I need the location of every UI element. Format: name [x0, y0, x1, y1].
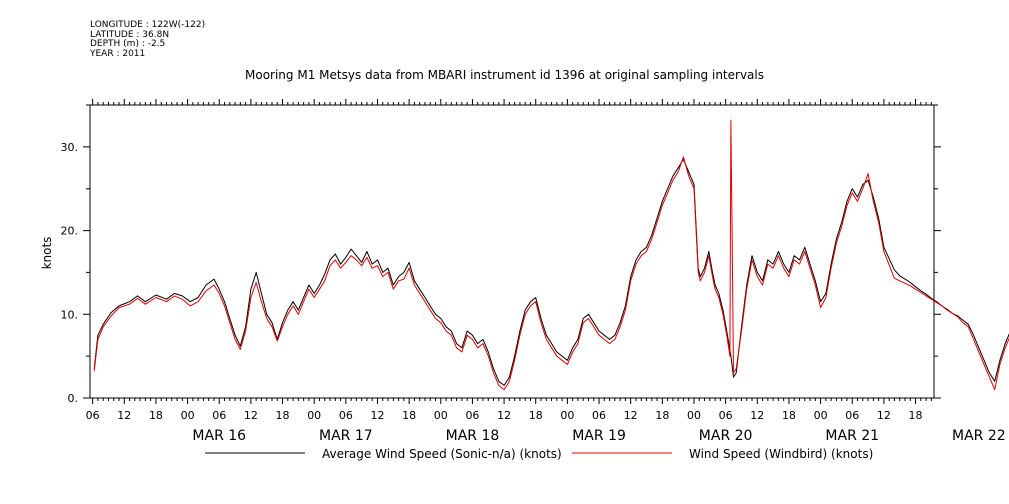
- hour-tick-label: 12: [370, 409, 384, 422]
- longitude-label: LONGITUDE : 122W(-122): [90, 20, 206, 30]
- y-tick-label: 0.: [68, 392, 79, 405]
- day-tick-label: MAR 21: [825, 428, 879, 444]
- hour-tick-labels: 06 12 18 00 06 12 18 00 06 12 18 00 06 12 18 00 06 12 18 00…: [86, 409, 923, 422]
- hour-tick-label: 06: [86, 409, 100, 422]
- metadata-block: LONGITUDE : 122W(-122) LATITUDE : 36.8N …: [90, 20, 206, 59]
- series-line-1: [93, 158, 1009, 386]
- hour-tick-label: 18: [402, 409, 416, 422]
- y-tick-label: 10.: [61, 308, 79, 321]
- axis-ticks: [83, 99, 941, 404]
- hour-tick-label: 00: [307, 409, 321, 422]
- hour-tick-label: 06: [719, 409, 733, 422]
- hour-tick-label: 00: [814, 409, 828, 422]
- tick-marks: [83, 99, 941, 404]
- day-tick-label: MAR 16: [192, 428, 246, 444]
- day-tick-label: MAR 18: [446, 428, 500, 444]
- day-tick-label: MAR 20: [699, 428, 753, 444]
- hour-tick-label: 06: [212, 409, 226, 422]
- hour-tick-label: 06: [592, 409, 606, 422]
- hour-tick-label: 06: [845, 409, 859, 422]
- day-tick-label: MAR 19: [572, 428, 626, 444]
- hour-tick-label: 18: [529, 409, 543, 422]
- latitude-label: LATITUDE : 36.8N: [90, 29, 170, 40]
- hour-tick-label: 00: [560, 409, 574, 422]
- hour-tick-label: 18: [149, 409, 163, 422]
- day-tick-labels: MAR 16 MAR 17 MAR 18 MAR 19 MAR 20 MAR 21 MAR …: [192, 428, 1005, 444]
- legend: Average Wind Speed (Sonic-n/a) (knots) Wi…: [205, 447, 873, 461]
- y-tick-label: 20.: [61, 225, 79, 238]
- hour-tick-label: 12: [497, 409, 511, 422]
- series-line-2: [93, 119, 1009, 391]
- hour-tick-label: 18: [655, 409, 669, 422]
- depth-label: DEPTH (m) : -2.5: [90, 39, 166, 49]
- legend-label-2: Wind Speed (Windbird) (knots): [689, 447, 873, 461]
- legend-label-1: Average Wind Speed (Sonic-n/a) (knots): [322, 447, 562, 461]
- hour-tick-label: 18: [909, 409, 923, 422]
- series-lines: [93, 119, 1009, 391]
- day-tick-label: MAR 22: [952, 428, 1006, 444]
- day-tick-label: MAR 17: [319, 428, 373, 444]
- year-label: YEAR : 2011: [90, 48, 146, 59]
- y-tick-labels: 0. 10. 20. 30.: [61, 141, 79, 405]
- hour-tick-label: 18: [276, 409, 290, 422]
- hour-tick-label: 12: [117, 409, 131, 422]
- y-tick-label: 30.: [61, 141, 79, 154]
- hour-tick-label: 06: [339, 409, 353, 422]
- hour-tick-label: 12: [750, 409, 764, 422]
- hour-tick-label: 12: [624, 409, 638, 422]
- hour-tick-label: 06: [465, 409, 479, 422]
- hour-tick-label: 12: [877, 409, 891, 422]
- hour-tick-label: 00: [687, 409, 701, 422]
- hour-tick-label: 00: [434, 409, 448, 422]
- plot-frame: [89, 104, 935, 399]
- chart-title: Mooring M1 Metsys data from MBARI instru…: [245, 68, 764, 82]
- hour-tick-label: 18: [782, 409, 796, 422]
- y-axis-label: knots: [40, 237, 54, 270]
- hour-tick-label: 00: [181, 409, 195, 422]
- hour-tick-label: 12: [244, 409, 258, 422]
